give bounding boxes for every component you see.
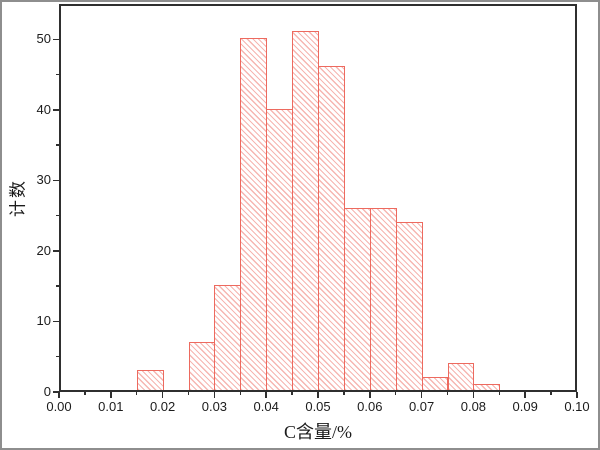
y-tick-label: 40: [36, 101, 51, 117]
x-major-tick: [213, 392, 216, 398]
y-major-tick: [53, 320, 59, 323]
x-major-tick: [576, 392, 578, 398]
x-minor-tick: [239, 392, 242, 395]
x-major-tick: [265, 392, 267, 398]
histogram-bar: [240, 38, 268, 391]
x-major-tick: [420, 392, 423, 398]
x-minor-tick: [187, 392, 190, 395]
x-major-tick: [369, 392, 371, 398]
y-minor-tick: [56, 73, 59, 76]
y-tick-label: 50: [36, 31, 51, 47]
y-tick-label: 0: [43, 384, 51, 399]
y-minor-tick: [56, 144, 59, 146]
x-tick-label: 0.09: [512, 399, 538, 414]
y-major-tick: [53, 179, 59, 182]
x-tick-label: 0.10: [564, 399, 590, 414]
x-minor-tick: [498, 392, 501, 395]
y-tick-label: 30: [36, 172, 51, 188]
y-minor-tick: [56, 214, 59, 217]
y-minor-tick: [56, 285, 59, 287]
plot-area: [59, 4, 577, 392]
x-axis-label: C含量/%: [283, 422, 352, 442]
x-minor-tick: [550, 392, 552, 395]
x-major-tick: [472, 392, 475, 398]
x-tick-label: 0.00: [46, 399, 72, 414]
x-tick-label: 0.02: [149, 399, 176, 414]
x-tick-label: 0.05: [305, 399, 331, 414]
y-tick-label: 20: [36, 242, 51, 258]
x-tick-label: 0.06: [357, 399, 383, 414]
histogram-bar: [447, 362, 475, 391]
x-major-tick: [58, 392, 60, 398]
x-tick-label: 0.01: [98, 399, 124, 414]
x-tick-label: 0.07: [408, 399, 435, 414]
x-minor-tick: [84, 392, 86, 395]
x-tick-label: 0.03: [201, 399, 228, 414]
x-minor-tick: [135, 392, 138, 395]
y-major-tick: [53, 109, 59, 111]
x-major-tick: [161, 392, 164, 398]
x-tick-label: 0.08: [460, 399, 487, 414]
x-major-tick: [524, 392, 526, 398]
histogram-bar: [318, 66, 345, 391]
y-axis-label: 计数: [8, 179, 28, 217]
y-major-tick: [53, 250, 59, 252]
x-major-tick: [110, 392, 112, 398]
y-major-tick: [53, 38, 59, 41]
histogram-bar: [188, 341, 216, 391]
y-tick-label: 10: [36, 313, 51, 329]
x-tick-label: 0.04: [253, 399, 279, 414]
y-major-tick: [53, 391, 59, 393]
x-minor-tick: [394, 392, 397, 395]
histogram-bar: [395, 221, 423, 391]
y-minor-tick: [56, 355, 59, 358]
x-minor-tick: [446, 392, 449, 395]
x-minor-tick: [343, 392, 345, 395]
x-minor-tick: [291, 392, 293, 395]
x-major-tick: [317, 392, 319, 398]
